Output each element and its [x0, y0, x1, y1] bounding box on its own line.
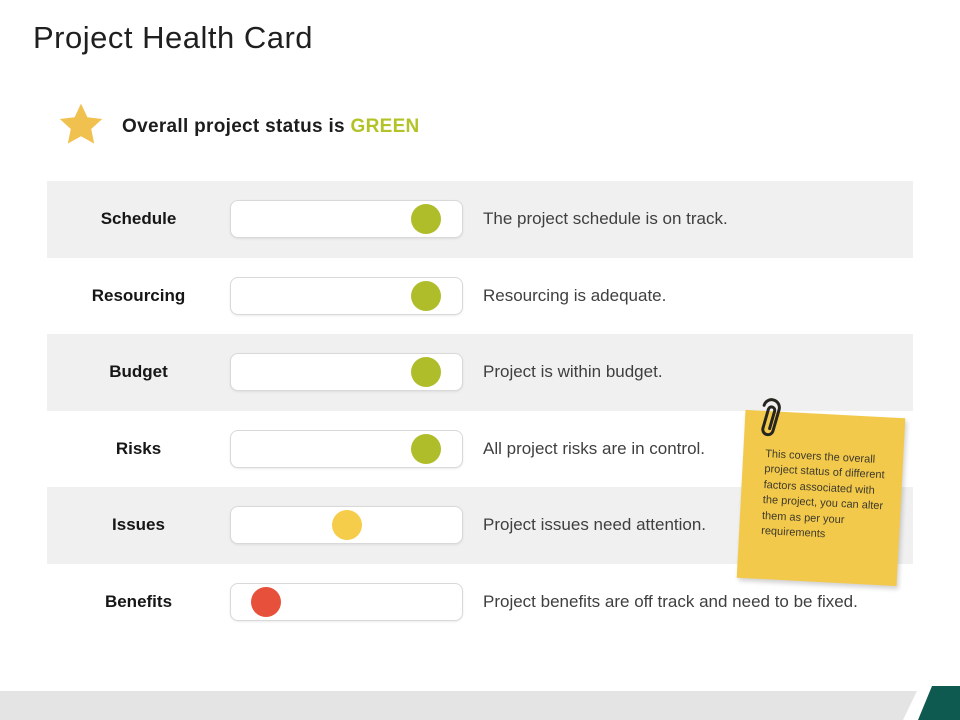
status-slider: [230, 429, 463, 468]
row-description: All project risks are in control.: [483, 438, 706, 458]
row-label: Issues: [112, 515, 165, 535]
status-value: GREEN: [350, 116, 420, 137]
status-dot: [411, 204, 442, 235]
status-slider: [230, 582, 463, 621]
table-row-schedule: Schedule The project schedule is on trac…: [47, 181, 913, 258]
row-label: Schedule: [100, 209, 177, 229]
status-slider: [230, 200, 463, 239]
row-description: Resourcing is adequate.: [483, 285, 667, 305]
status-line: Overall project status is GREEN: [122, 116, 420, 138]
bottom-bar: [0, 691, 917, 720]
status-prefix: Overall project status is: [122, 116, 351, 137]
row-label: Risks: [115, 438, 162, 458]
status-slider: [230, 276, 463, 315]
row-description: Project issues need attention.: [483, 515, 707, 535]
table-row-resourcing: Resourcing Resourcing is adequate.: [47, 258, 913, 335]
row-description: Project benefits are off track and need …: [483, 591, 858, 611]
table-row-risks: Risks All project risks are in control.: [47, 411, 913, 488]
slide-title: Project Health Card: [33, 20, 314, 55]
status-dot: [411, 280, 442, 311]
star-icon: [57, 102, 105, 148]
status-dot: [250, 586, 281, 617]
status-slider: [230, 506, 463, 545]
table-row-benefits: Benefits Project benefits are off track …: [47, 564, 913, 641]
table-row-budget: Budget Project is within budget.: [47, 334, 913, 411]
row-label: Benefits: [104, 591, 173, 611]
status-slider: [230, 353, 463, 392]
status-dot: [411, 357, 442, 388]
row-label: Budget: [109, 362, 168, 382]
row-description: The project schedule is on track.: [483, 209, 728, 229]
paperclip-icon: [744, 390, 791, 449]
status-dot: [411, 433, 442, 464]
row-description: Project is within budget.: [483, 362, 663, 382]
status-dot: [331, 510, 362, 541]
health-table: Schedule The project schedule is on trac…: [47, 181, 913, 640]
row-label: Resourcing: [91, 285, 186, 305]
